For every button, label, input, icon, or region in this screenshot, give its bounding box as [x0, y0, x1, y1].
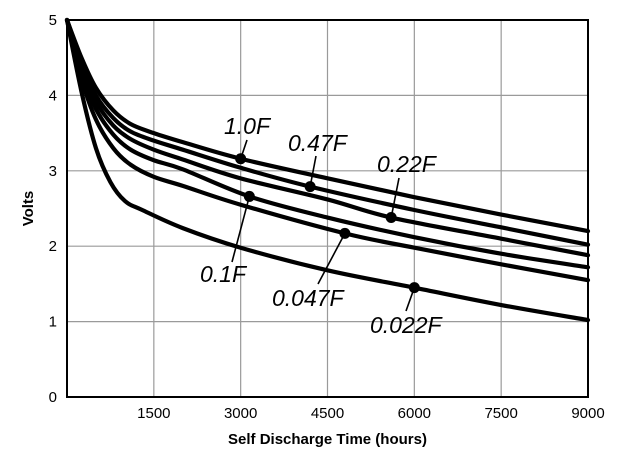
y-axis-title: Volts	[20, 191, 37, 227]
series-labels: 1.0F 0.47F 0.22F 0.1F 0.047F 0.022F	[200, 113, 444, 338]
series-label-0p22f: 0.22F	[377, 151, 438, 177]
y-tick-labels: 0 1 2 3 4 5	[49, 12, 57, 406]
x-tick-4500: 4500	[311, 405, 344, 422]
leader-line-0p047f	[317, 233, 346, 285]
leader-line-0p47f	[309, 155, 317, 187]
x-tick-7500: 7500	[484, 405, 517, 422]
leader-line-0p022f	[405, 287, 416, 312]
y-tick-5: 5	[49, 12, 57, 29]
gridlines	[67, 20, 588, 397]
y-tick-1: 1	[49, 314, 57, 331]
series-line-0p047f	[64, 17, 591, 283]
series-line-0p1f	[64, 17, 591, 270]
leader-line-1p0f	[239, 139, 248, 159]
series-label-0p047f: 0.047F	[272, 285, 346, 311]
leader-line-0p1f	[231, 196, 251, 263]
series-label-1p0f: 1.0F	[224, 113, 272, 139]
series-label-0p1f: 0.1F	[200, 261, 248, 287]
plot-border	[66, 19, 589, 398]
series-line-1p0f	[64, 17, 591, 234]
series-line-0p47f	[64, 17, 591, 247]
series-label-0p022f: 0.022F	[370, 312, 444, 338]
x-tick-6000: 6000	[398, 405, 431, 422]
y-tick-2: 2	[49, 238, 57, 255]
x-tick-1500: 1500	[137, 405, 170, 422]
x-tick-9000: 9000	[571, 405, 604, 422]
series-label-0p47f: 0.47F	[288, 130, 349, 156]
y-tick-3: 3	[49, 163, 57, 180]
series-line-0p022f	[64, 17, 591, 323]
series-line-0p22f	[64, 17, 591, 258]
plot-frame	[66, 19, 589, 398]
y-tick-4: 4	[49, 87, 57, 104]
leader-line-0p22f	[390, 177, 400, 218]
y-tick-0: 0	[49, 389, 57, 406]
series-curves	[64, 17, 591, 323]
x-axis-title: Self Discharge Time (hours)	[228, 431, 427, 448]
x-tick-labels: 1500 3000 4500 6000 7500 9000	[137, 405, 605, 422]
x-tick-3000: 3000	[224, 405, 257, 422]
